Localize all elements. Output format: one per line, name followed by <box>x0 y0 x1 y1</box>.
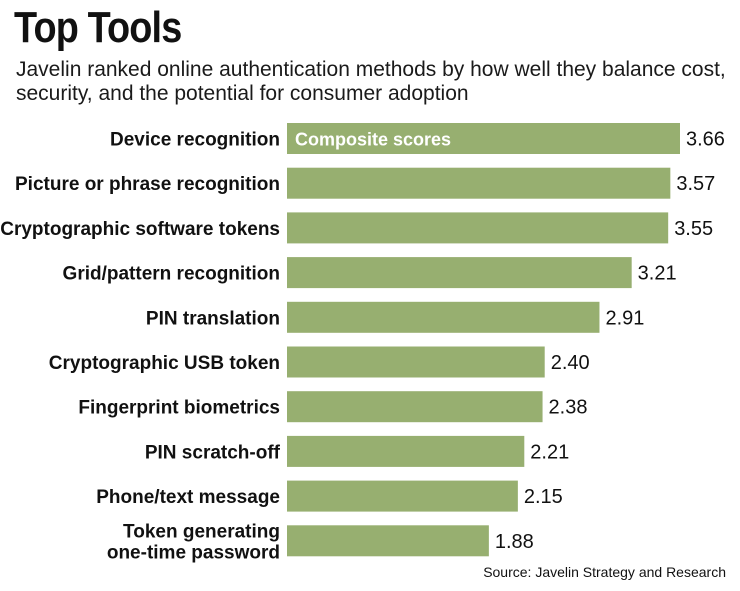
value-label-10: 1.88 <box>495 531 534 553</box>
category-label-5: PIN translation <box>146 308 280 329</box>
category-label-2: Picture or phrase recognition <box>15 174 280 195</box>
bar-6 <box>287 346 545 378</box>
bar-1 <box>287 123 680 154</box>
source-note: Source: Javelin Strategy and Research <box>483 564 726 580</box>
category-label-9: Phone/text message <box>96 487 280 508</box>
bar-9 <box>287 480 518 512</box>
category-label-10: Token generating one-time password <box>107 521 280 563</box>
value-label-6: 2.40 <box>551 352 590 374</box>
bar-10 <box>287 525 489 557</box>
value-label-8: 2.21 <box>530 441 569 463</box>
chart-subtitle: Javelin ranked online authentication met… <box>16 58 726 105</box>
bar-4 <box>287 257 632 289</box>
category-label-4: Grid/pattern recognition <box>63 264 280 285</box>
bar-2 <box>287 167 671 199</box>
bar-8 <box>287 435 525 467</box>
chart-title: Top Tools <box>14 3 182 52</box>
value-label-7: 2.38 <box>549 397 588 419</box>
value-label-4: 3.21 <box>638 263 677 285</box>
bar-7 <box>287 391 543 423</box>
series-label: Composite scores <box>295 130 451 150</box>
value-label-9: 2.15 <box>524 486 563 508</box>
category-label-3: Cryptographic software tokens <box>0 219 280 240</box>
category-label-6: Cryptographic USB token <box>49 353 280 374</box>
value-label-5: 2.91 <box>605 307 644 329</box>
category-label-1: Device recognition <box>110 130 280 151</box>
value-label-3: 3.55 <box>674 218 713 240</box>
value-label-2: 3.57 <box>676 173 715 195</box>
category-label-7: Fingerprint biometrics <box>78 398 280 419</box>
value-label-1: 3.66 <box>686 129 725 151</box>
category-label-8: PIN scratch-off <box>145 442 281 463</box>
bar-3 <box>287 212 669 244</box>
bar-5 <box>287 301 600 333</box>
